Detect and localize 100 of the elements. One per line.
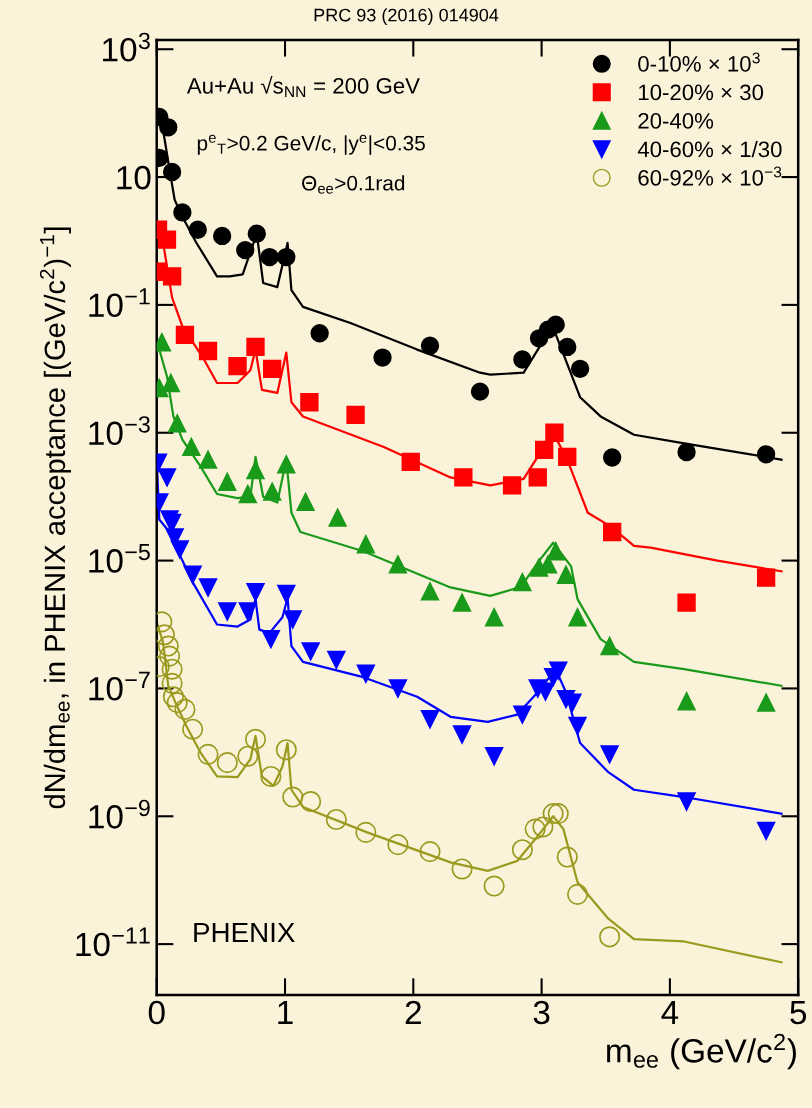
point bbox=[568, 716, 587, 735]
point bbox=[275, 739, 297, 761]
point bbox=[388, 679, 408, 698]
x-tick-label: 3 bbox=[533, 1000, 550, 1025]
point bbox=[159, 118, 178, 137]
point bbox=[542, 803, 564, 825]
legend-label: 20-40% bbox=[638, 113, 714, 129]
point bbox=[246, 337, 265, 357]
point bbox=[161, 672, 183, 694]
point bbox=[247, 224, 266, 243]
point bbox=[238, 484, 257, 504]
y-tick-label: 10$^{−1}$ bbox=[89, 288, 150, 318]
point bbox=[677, 792, 696, 811]
legend-label: 40-60% × 1/30 bbox=[637, 140, 782, 158]
point bbox=[173, 203, 192, 222]
point bbox=[420, 582, 440, 601]
point bbox=[263, 482, 282, 501]
point bbox=[535, 440, 554, 460]
point bbox=[756, 821, 776, 841]
annotation: Θ$_{ee}$>0.1rad bbox=[302, 175, 405, 194]
point bbox=[161, 373, 180, 393]
x-axis-title: m$_{ee}$ (GeV/c$^{2}$) bbox=[607, 1033, 796, 1070]
point bbox=[301, 642, 320, 661]
point bbox=[263, 359, 282, 378]
point bbox=[216, 752, 238, 774]
point bbox=[174, 698, 196, 720]
point bbox=[157, 468, 177, 487]
point bbox=[549, 661, 568, 680]
point bbox=[677, 593, 696, 612]
point bbox=[246, 460, 265, 480]
point bbox=[546, 315, 565, 334]
point bbox=[197, 743, 219, 765]
point bbox=[483, 875, 505, 897]
point bbox=[451, 858, 473, 880]
point bbox=[218, 472, 237, 492]
x-tick-label: 4 bbox=[661, 1001, 679, 1024]
point bbox=[157, 635, 179, 657]
point bbox=[282, 786, 304, 808]
point bbox=[157, 230, 177, 249]
legend-label: 60-92% × 10$^{−3}$ bbox=[638, 166, 782, 186]
x-tick-label: 5 bbox=[790, 1001, 807, 1025]
point bbox=[420, 336, 440, 355]
point bbox=[277, 455, 296, 474]
point bbox=[162, 162, 182, 182]
point bbox=[170, 540, 189, 559]
point bbox=[600, 745, 619, 764]
y-tick-label: 10$^{−7}$ bbox=[89, 671, 150, 701]
point bbox=[528, 468, 547, 487]
point bbox=[162, 267, 182, 286]
x-tick-label: 0 bbox=[148, 1000, 165, 1025]
y-tick-label: 10$^{3}$ bbox=[103, 32, 150, 62]
annotation: p$^{e}$$_{T}$>0.2 GeV/c, |y$^{e}$|<0.35 bbox=[197, 134, 425, 155]
point bbox=[300, 393, 319, 412]
point bbox=[420, 710, 440, 729]
point bbox=[161, 658, 183, 680]
point bbox=[373, 348, 392, 367]
point bbox=[277, 247, 296, 267]
point bbox=[327, 650, 346, 670]
point bbox=[599, 926, 621, 948]
x-tick-label: 2 bbox=[405, 1000, 421, 1024]
point bbox=[236, 240, 255, 260]
point bbox=[513, 350, 532, 369]
point bbox=[454, 468, 473, 487]
point bbox=[238, 602, 257, 621]
point bbox=[387, 834, 409, 856]
point bbox=[513, 705, 532, 724]
point bbox=[166, 692, 188, 714]
annotation: Au+Au √s$_{NN}$ = 200 GeV bbox=[186, 75, 420, 98]
point bbox=[513, 572, 532, 592]
point bbox=[546, 542, 565, 561]
point bbox=[182, 718, 204, 740]
y-tick-label: 10$^{−5}$ bbox=[89, 544, 150, 573]
point bbox=[677, 442, 696, 462]
point bbox=[602, 522, 622, 542]
point bbox=[502, 476, 522, 495]
point bbox=[556, 565, 576, 584]
point bbox=[260, 765, 282, 787]
point bbox=[356, 664, 376, 683]
y-tick-label: 10$^{−3}$ bbox=[89, 416, 150, 446]
y-tick-label: 10 bbox=[117, 165, 151, 190]
point bbox=[484, 747, 504, 766]
point bbox=[356, 535, 376, 554]
point bbox=[756, 693, 776, 712]
point bbox=[158, 645, 181, 667]
point bbox=[756, 445, 776, 464]
point bbox=[228, 357, 247, 376]
legend-label: 0-10% × 10$^{3}$ bbox=[638, 52, 760, 72]
point bbox=[198, 578, 218, 597]
point bbox=[296, 492, 315, 512]
point bbox=[566, 883, 589, 905]
point bbox=[558, 337, 577, 357]
point bbox=[300, 790, 322, 813]
point bbox=[260, 247, 279, 267]
annotation: PHENIX bbox=[194, 922, 295, 942]
point bbox=[547, 803, 569, 825]
point bbox=[558, 447, 577, 467]
point bbox=[198, 450, 218, 469]
point bbox=[388, 555, 408, 574]
point bbox=[355, 821, 377, 843]
point bbox=[175, 325, 195, 345]
